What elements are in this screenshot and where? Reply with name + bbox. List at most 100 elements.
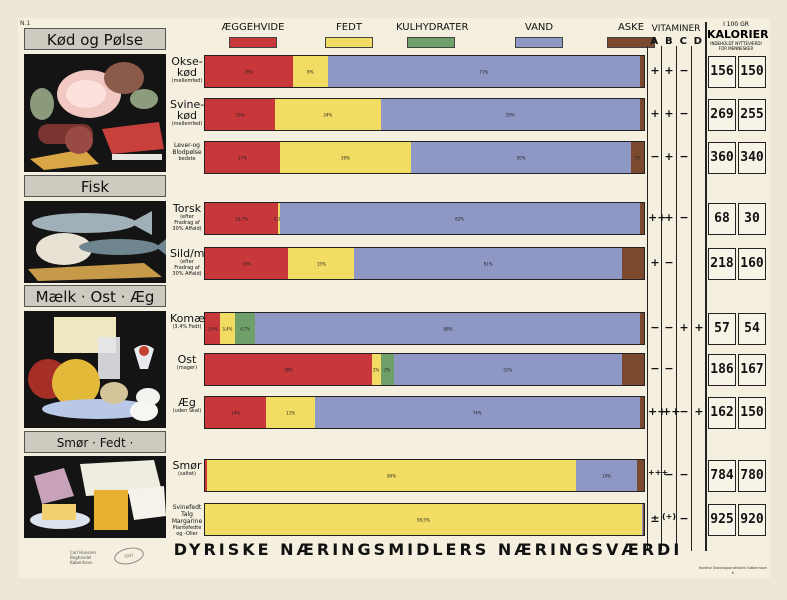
vitamin-b-letter: B xyxy=(664,36,673,47)
bar-segment-æggehvide: 16% xyxy=(205,99,276,130)
row-label-main: Ost xyxy=(177,353,197,366)
bar-segment-label: 3,4% xyxy=(222,326,233,331)
vitamin-a-letter: A xyxy=(650,36,659,47)
meat-drawing xyxy=(24,54,166,172)
bar-segment-label: 11% xyxy=(286,410,296,415)
dairy-drawing xyxy=(24,311,166,428)
legend-label: ÆGGEHVIDE xyxy=(221,22,285,33)
vitamin-mark: +++ xyxy=(648,468,669,477)
vitaminer-header: VITAMINER xyxy=(651,24,701,34)
vitamin-mark: − xyxy=(664,468,674,481)
bar-segment-label: 3% xyxy=(383,367,391,372)
bar-segment-label: 99,5% xyxy=(417,517,430,522)
stacked-bar: 99,5% xyxy=(204,503,645,536)
calorie-total: 68 xyxy=(708,203,736,235)
legend-item: ÆGGEHVIDE xyxy=(218,22,288,48)
vitamin-mark: − xyxy=(679,405,689,418)
bar-segment-label: 50% xyxy=(516,155,526,160)
legend-item: KULHYDRATER xyxy=(396,22,469,48)
kalorier-sub: INDEHOLDT NYTTEVÆRDI FOR MENNESKER xyxy=(710,41,762,51)
bar-segment-label: 0,3% xyxy=(274,216,284,221)
vitamin-mark: + xyxy=(650,256,660,269)
legend-label: ASKE xyxy=(617,22,645,33)
row-label: Okse-kød (mellemfed) xyxy=(170,56,204,84)
vitamin-mark: − xyxy=(664,321,674,334)
bar-segment-label: 3,4% xyxy=(207,326,218,331)
bar-segment-label: 16% xyxy=(235,112,245,117)
bar-segment-label: 24% xyxy=(323,112,333,117)
bar-segment-fedt: 84% xyxy=(207,460,576,491)
row-label: Lever-og Blodpølse bedste xyxy=(170,142,204,162)
vitamin-mark: − xyxy=(650,150,660,163)
vitamin-mark: − xyxy=(679,468,689,481)
legend-label: VAND xyxy=(524,22,554,33)
calorie-total: 360 xyxy=(708,142,736,174)
bar-segment-label: 14% xyxy=(602,473,612,478)
calorie-total: 218 xyxy=(708,248,736,280)
bar-segment-label: 71% xyxy=(479,69,489,74)
bar-segment-label: 17% xyxy=(237,155,247,160)
bar-segment-label: 2% xyxy=(373,367,380,372)
bar-segment-vand: 59% xyxy=(380,99,640,130)
vitamin-column-line xyxy=(661,46,662,551)
legend-swatch xyxy=(229,37,277,48)
vitamin-letters: A B C D xyxy=(647,36,705,47)
bar-segment-fedt: 0,3% xyxy=(274,203,284,234)
calorie-total: 186 xyxy=(708,354,736,386)
bar-segment-vand: 88% xyxy=(255,313,641,344)
bar-segment-æggehvide xyxy=(205,460,208,491)
calorie-usable: 160 xyxy=(738,248,766,280)
legend-swatch xyxy=(407,37,455,48)
bar-segment-æggehvide: 38% xyxy=(205,354,372,385)
vitamin-mark: ± xyxy=(650,512,660,525)
bookseller-stamp: Carl Hansens Boghandel København xyxy=(70,550,97,565)
stacked-bar: 19% 15% 61% xyxy=(204,247,645,280)
vitamin-column-line xyxy=(691,46,692,551)
stacked-bar: 38% 2% 3% 52% xyxy=(204,353,645,386)
category-header-maelk: Mælk · Ost · Æg xyxy=(24,285,166,307)
bar-segment-fedt: 11% xyxy=(266,397,315,428)
bar-segment-aske xyxy=(639,397,644,428)
bar-segment-label: 3% xyxy=(634,155,641,160)
meat-illustration xyxy=(24,54,166,172)
row-label: Æg (uden Skal) xyxy=(170,397,204,414)
vitamin-c-letter: C xyxy=(679,36,687,47)
row-label-sub: (efter Fradrag af 30% Affald) xyxy=(172,259,202,277)
vitamin-mark: + xyxy=(650,64,660,77)
row-label: Torsk (efter Fradrag af 30% Affald) xyxy=(170,203,204,232)
vitamin-column-line xyxy=(647,46,648,551)
row-label-main: Komælk xyxy=(170,312,215,325)
bar-segment-label: 52% xyxy=(503,367,513,372)
calorie-usable: 340 xyxy=(738,142,766,174)
bar-segment-aske xyxy=(639,56,644,87)
row-label: Smør (saltet) xyxy=(170,460,204,477)
dairy-illustration xyxy=(24,311,166,428)
calorie-total: 269 xyxy=(708,99,736,131)
category-header-smor: Smør · Fedt · Margarine xyxy=(24,431,166,472)
category-header-kod: Kød og Pølse xyxy=(24,28,166,50)
vitamin-mark: − xyxy=(664,362,674,375)
calorie-usable: 150 xyxy=(738,397,766,429)
bar-segment-æggehvide: 14% xyxy=(205,397,267,428)
fish-illustration xyxy=(24,201,166,283)
vitamin-mark: − xyxy=(679,512,689,525)
bar-segment-fedt: 99,5% xyxy=(205,504,642,535)
bar-segment-æggehvide: 16,7% xyxy=(205,203,279,234)
calorie-total: 162 xyxy=(708,397,736,429)
bar-segment-aske xyxy=(637,460,644,491)
row-label: Ost (mager) xyxy=(170,354,204,371)
bar-segment-label: 74% xyxy=(472,410,482,415)
bar-segment-label: 61% xyxy=(483,261,493,266)
vitamin-mark: + xyxy=(664,64,674,77)
row-label-main: Okse-kød xyxy=(171,55,203,79)
printer-imprint: Nordisk Skoleapparatfabrik København K xyxy=(698,566,768,575)
vitamin-mark: − xyxy=(664,256,674,269)
legend-item: ASKE xyxy=(596,22,666,48)
fish-drawing xyxy=(24,201,166,283)
row-label-sub: (efter Fradrag af 30% Affald) xyxy=(172,214,202,232)
vitamin-mark: + xyxy=(664,107,674,120)
bar-segment-vand: 61% xyxy=(354,248,623,279)
bar-segment-aske xyxy=(639,99,644,130)
vitamin-column-line xyxy=(676,46,677,551)
legend-swatch xyxy=(607,37,655,48)
